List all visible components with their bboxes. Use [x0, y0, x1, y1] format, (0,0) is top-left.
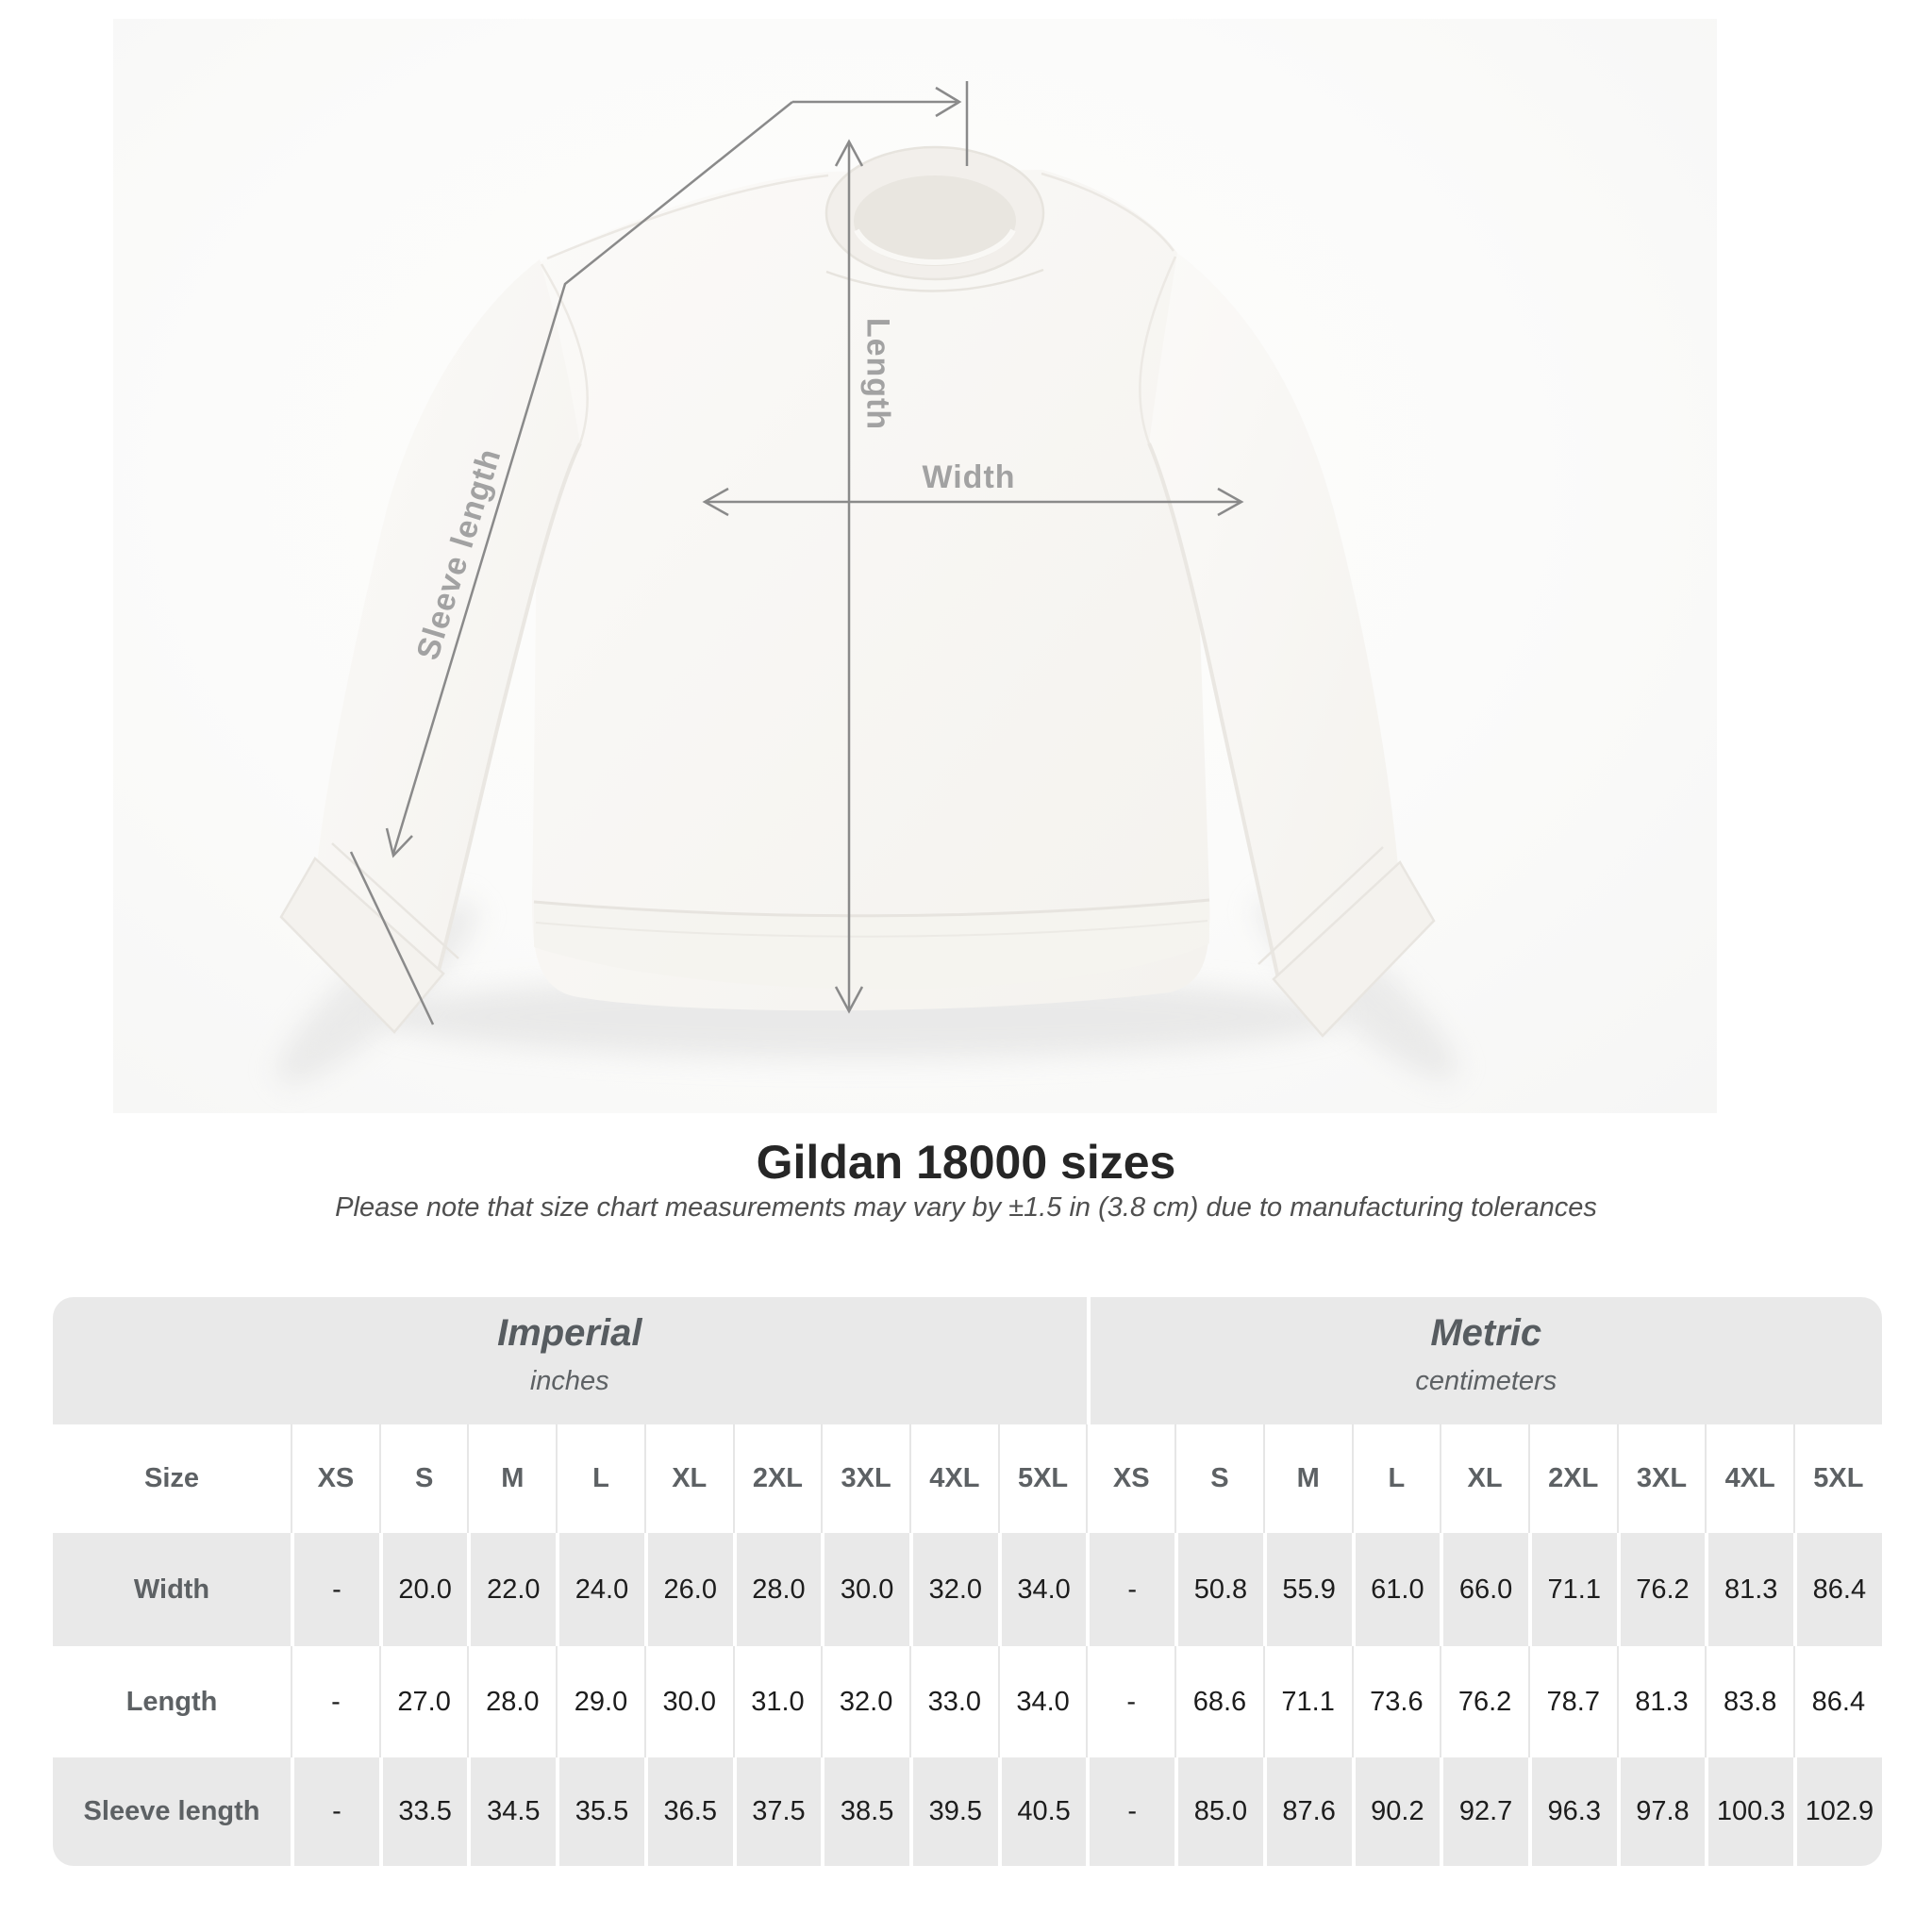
size-header-cell: M: [1262, 1424, 1352, 1533]
table-cell: 32.0: [821, 1646, 909, 1757]
table-cell: -: [1086, 1646, 1174, 1757]
table-cell: 40.5: [997, 1757, 1087, 1866]
table-cell: 86.4: [1793, 1646, 1882, 1757]
table-cell: 76.2: [1616, 1533, 1706, 1646]
table-cell: 24.0: [556, 1533, 644, 1646]
table-cell: -: [1086, 1533, 1174, 1646]
table-cell: 68.6: [1174, 1646, 1263, 1757]
table-cell: 50.8: [1174, 1533, 1263, 1646]
table-cell: 85.0: [1174, 1757, 1263, 1866]
table-cell: 34.5: [467, 1757, 556, 1866]
size-header-cell: L: [556, 1424, 644, 1533]
table-cell: 38.5: [821, 1757, 909, 1866]
table-cell: 29.0: [556, 1646, 644, 1757]
size-header-cell: 5XL: [1793, 1424, 1882, 1533]
unit-group-row: Imperial inches Metric centimeters: [53, 1297, 1882, 1424]
table-cell: 22.0: [467, 1533, 556, 1646]
table-cell: 34.0: [997, 1646, 1087, 1757]
table-cell: 33.0: [908, 1646, 998, 1757]
table-cell: 34.0: [997, 1533, 1087, 1646]
table-cell: 100.3: [1705, 1757, 1793, 1866]
imperial-title: Imperial: [497, 1312, 642, 1354]
imperial-unit: inches: [529, 1366, 609, 1396]
table-row-width: Width - 20.0 22.0 24.0 26.0 28.0 30.0 32…: [53, 1533, 1882, 1646]
metric-unit: centimeters: [1415, 1366, 1557, 1396]
table-cell: 61.0: [1351, 1533, 1441, 1646]
table-cell: -: [1086, 1757, 1174, 1866]
table-cell: 71.1: [1262, 1646, 1352, 1757]
table-cell: 33.5: [378, 1757, 468, 1866]
size-header-cell: 4XL: [1705, 1424, 1793, 1533]
table-cell: 55.9: [1262, 1533, 1352, 1646]
table-cell: 32.0: [908, 1533, 998, 1646]
row-label: Width: [133, 1574, 210, 1605]
table-cell: 28.0: [467, 1646, 556, 1757]
table-cell: 31.0: [732, 1646, 822, 1757]
imperial-group-header: Imperial inches: [53, 1297, 1087, 1424]
table-cell: 73.6: [1351, 1646, 1441, 1757]
size-header-cell: XS: [291, 1424, 379, 1533]
table-row-length: Length - 27.0 28.0 29.0 30.0 31.0 32.0 3…: [53, 1646, 1882, 1757]
size-header-cell: 4XL: [908, 1424, 998, 1533]
size-column-header: Size: [144, 1463, 200, 1493]
table-cell: 81.3: [1616, 1646, 1706, 1757]
row-label: Sleeve length: [83, 1796, 260, 1826]
table-cell: 39.5: [908, 1757, 998, 1866]
product-photo-background: [113, 19, 1717, 1113]
table-cell: 30.0: [643, 1646, 733, 1757]
size-header-cell: 3XL: [1616, 1424, 1706, 1533]
table-cell: 37.5: [732, 1757, 822, 1866]
size-header-cell: L: [1351, 1424, 1441, 1533]
size-header-cell: S: [378, 1424, 468, 1533]
table-cell: 76.2: [1440, 1646, 1528, 1757]
table-cell: 35.5: [556, 1757, 644, 1866]
size-header-cell: 5XL: [997, 1424, 1087, 1533]
page-title: Gildan 18000 sizes: [756, 1136, 1176, 1189]
size-header-row: Size XS S M L XL 2XL 3XL 4XL 5XL XS S M …: [53, 1424, 1882, 1533]
metric-title: Metric: [1430, 1312, 1542, 1354]
table-cell: -: [291, 1533, 379, 1646]
table-cell: 96.3: [1527, 1757, 1617, 1866]
size-header-cell: 2XL: [1527, 1424, 1617, 1533]
table-cell: 71.1: [1527, 1533, 1617, 1646]
size-header-cell: XL: [1440, 1424, 1528, 1533]
table-cell: 66.0: [1440, 1533, 1528, 1646]
size-header-cell: M: [467, 1424, 556, 1533]
table-cell: 36.5: [643, 1757, 733, 1866]
table-cell: 92.7: [1440, 1757, 1528, 1866]
size-header-cell: S: [1174, 1424, 1263, 1533]
table-cell: -: [291, 1646, 379, 1757]
table-cell: 87.6: [1262, 1757, 1352, 1866]
table-cell: 83.8: [1705, 1646, 1793, 1757]
size-header-cell: 3XL: [821, 1424, 909, 1533]
table-cell: 20.0: [378, 1533, 468, 1646]
table-cell: 86.4: [1793, 1533, 1882, 1646]
table-cell: 30.0: [821, 1533, 909, 1646]
table-cell: 28.0: [732, 1533, 822, 1646]
size-chart-table: Imperial inches Metric centimeters Size …: [53, 1297, 1882, 1866]
table-cell: 26.0: [643, 1533, 733, 1646]
table-cell: 78.7: [1527, 1646, 1617, 1757]
table-cell: 97.8: [1616, 1757, 1706, 1866]
metric-group-header: Metric centimeters: [1086, 1297, 1882, 1424]
table-cell: 81.3: [1705, 1533, 1793, 1646]
size-header-cell: XL: [643, 1424, 733, 1533]
width-label: Width: [922, 459, 1016, 495]
size-header-cell: XS: [1086, 1424, 1174, 1533]
row-label: Length: [125, 1686, 218, 1717]
size-header-cell: 2XL: [732, 1424, 822, 1533]
table-cell: 102.9: [1793, 1757, 1882, 1866]
table-cell: 90.2: [1351, 1757, 1441, 1866]
tolerance-note: Please note that size chart measurements…: [335, 1192, 1597, 1223]
table-cell: -: [291, 1757, 379, 1866]
table-cell: 27.0: [378, 1646, 468, 1757]
table-row-sleeve-length: Sleeve length - 33.5 34.5 35.5 36.5 37.5…: [53, 1757, 1882, 1866]
